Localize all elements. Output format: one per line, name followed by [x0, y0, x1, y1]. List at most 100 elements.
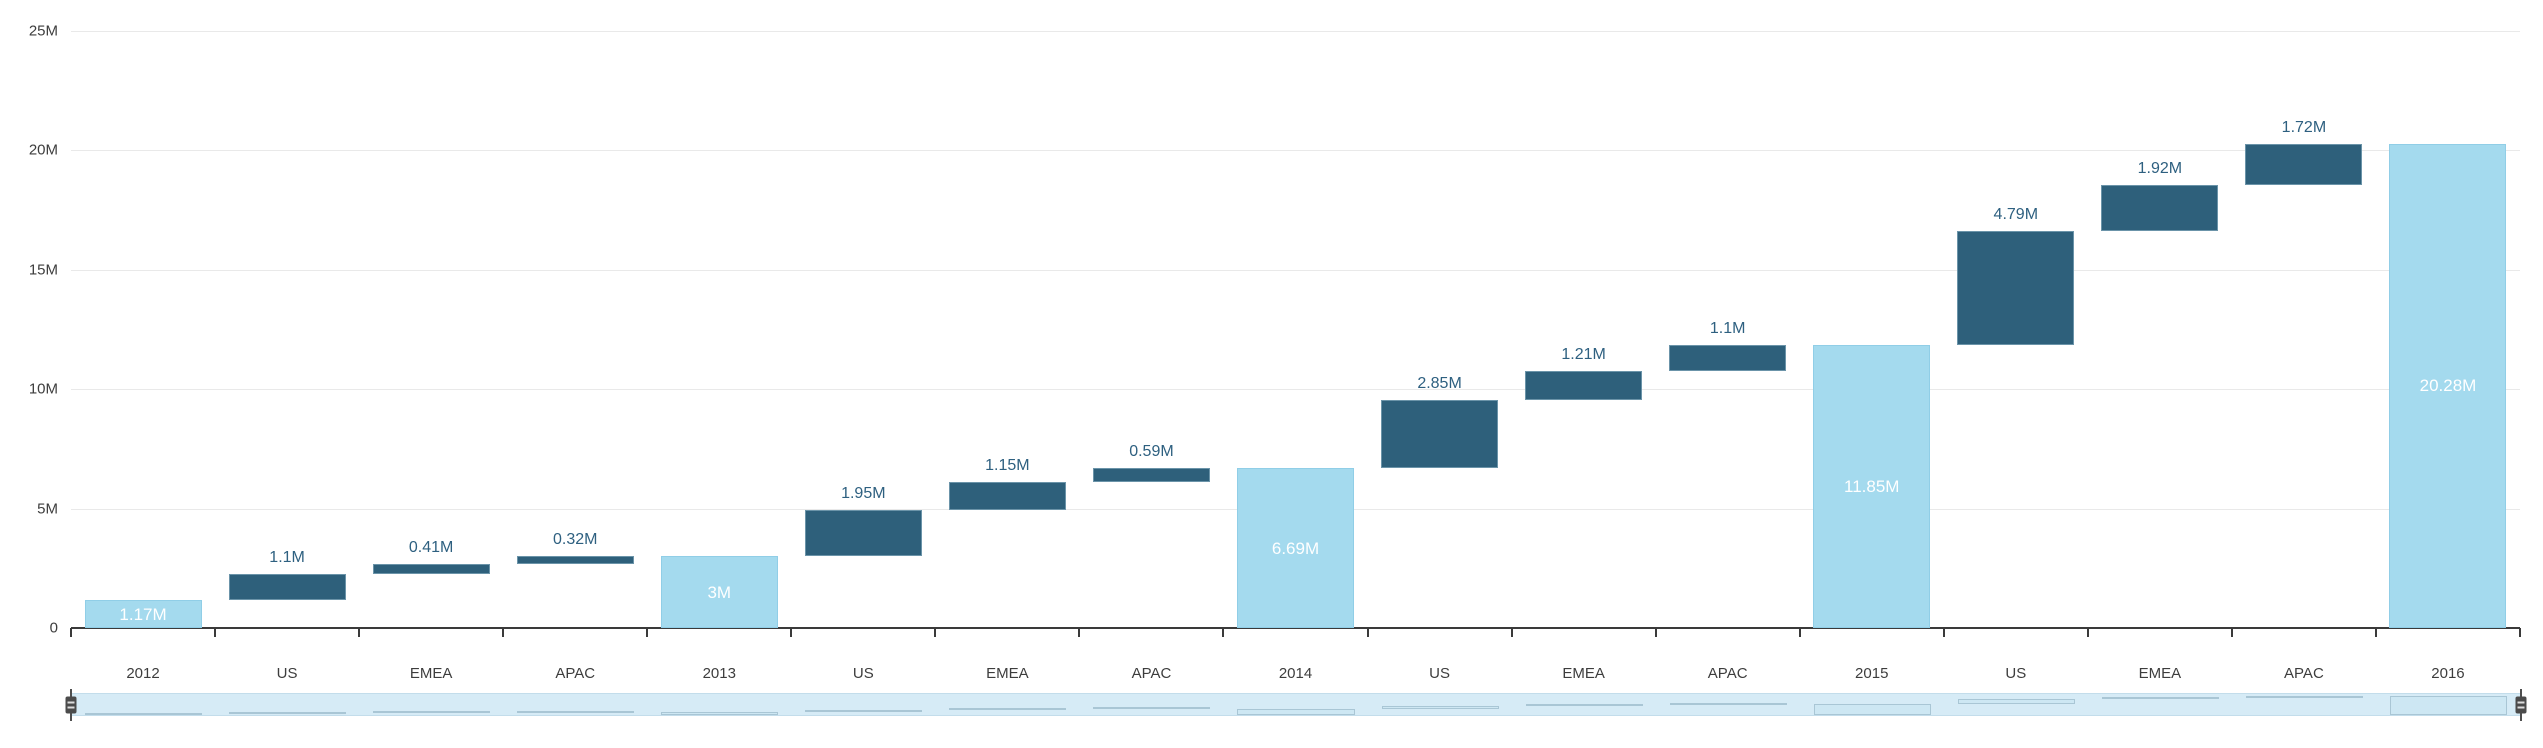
x-axis-tick: [646, 628, 649, 637]
scrollbar-preview-column: [2102, 697, 2220, 700]
scrollbar-preview-column: [1093, 707, 1211, 710]
scrollbar-preview-column: [1381, 706, 1499, 709]
x-axis-tick: [358, 628, 361, 637]
scrollbar-preview-column: [228, 711, 346, 714]
y-gridline: [71, 31, 2520, 32]
x-axis-tick: [1798, 628, 1801, 637]
scrollbar-preview-column: [661, 712, 779, 715]
value-label-above: 4.79M: [1993, 205, 2039, 223]
value-label-inside: 1.17M: [119, 604, 167, 624]
x-axis-category-label: 2014: [1278, 665, 1313, 682]
scrollbar-preview-column: [1237, 708, 1355, 715]
x-axis-tick: [1366, 628, 1369, 637]
y-axis-tick-label: 10M: [28, 380, 58, 398]
grip-icon[interactable]: [2515, 696, 2527, 713]
value-label-above: 1.92M: [2137, 159, 2183, 177]
x-axis-category-label: 2016: [2431, 665, 2465, 682]
x-axis-category-label: 2012: [126, 665, 160, 682]
x-axis-tick: [1654, 628, 1657, 637]
value-label-above: 0.59M: [1129, 443, 1174, 461]
value-label-above: 0.32M: [552, 531, 598, 549]
value-label-above: 1.21M: [1561, 346, 1606, 364]
column-2013-total[interactable]: 3M: [660, 556, 778, 628]
x-axis-tick: [934, 628, 937, 637]
column-EMEA-increment[interactable]: [372, 564, 490, 574]
value-label-inside: 6.69M: [1271, 538, 1320, 558]
value-label-above: 1.15M: [985, 457, 1030, 475]
x-axis-category-label: 2013: [702, 665, 736, 682]
scrollbar-left-grip[interactable]: [65, 688, 77, 721]
value-label-above: 1.95M: [841, 484, 886, 502]
x-axis-category-label: US: [852, 665, 874, 682]
y-axis-tick-label: 5M: [37, 500, 58, 518]
column-APAC-increment[interactable]: [1669, 345, 1787, 372]
x-axis-category-label: APAC: [555, 665, 596, 682]
x-axis-category-label: EMEA: [409, 665, 453, 682]
x-axis-category-label: EMEA: [1562, 665, 1605, 682]
scrollbar-preview-column: [805, 710, 923, 713]
y-axis-tick-label: 25M: [28, 22, 58, 40]
scrollbar-preview-column: [372, 710, 490, 713]
column-2012-total[interactable]: 1.17M: [84, 600, 202, 628]
value-label-above: 0.41M: [408, 539, 454, 556]
x-axis-tick: [502, 628, 505, 637]
y-axis-tick-label: 15M: [28, 261, 58, 279]
scrollbar-preview-column: [516, 710, 634, 713]
column-APAC-increment[interactable]: [516, 556, 634, 564]
value-label-above: 1.1M: [269, 548, 305, 566]
value-label-above: 1.72M: [2281, 118, 2327, 136]
value-label-above: 2.85M: [1417, 375, 1462, 393]
column-US-increment[interactable]: [228, 573, 346, 601]
x-axis-tick: [70, 628, 72, 637]
grip-icon[interactable]: [65, 696, 77, 713]
x-axis-scrollbar[interactable]: [65, 688, 2527, 721]
column-US-increment[interactable]: [804, 509, 922, 557]
column-APAC-increment[interactable]: [1092, 468, 1210, 483]
x-axis-category-label: US: [276, 665, 298, 682]
x-axis-category-label: US: [1429, 665, 1450, 682]
value-label-above: 1.1M: [1709, 320, 1746, 338]
column-2015-total[interactable]: 11.85M: [1813, 345, 1931, 628]
scrollbar-preview-column: [1958, 699, 2076, 704]
x-axis-tick: [1942, 628, 1945, 637]
column-EMEA-increment[interactable]: [948, 482, 1066, 510]
value-label-inside: 11.85M: [1844, 477, 1900, 496]
column-US-increment[interactable]: [1381, 400, 1499, 469]
x-axis-category-label: US: [2005, 665, 2027, 682]
scrollbar-preview-column: [1669, 702, 1787, 705]
value-label-inside: 3M: [707, 582, 732, 602]
value-label-inside: 20.28M: [2419, 376, 2477, 396]
x-axis-tick: [790, 628, 793, 637]
column-2014-total[interactable]: 6.69M: [1237, 468, 1354, 628]
scrollbar-preview-column: [2246, 695, 2364, 698]
x-axis-tick: [2374, 628, 2377, 637]
scrollbar-preview-column: [84, 713, 202, 715]
x-axis-tick: [214, 628, 217, 637]
scrollbar-preview-column: [1525, 704, 1643, 707]
x-axis-line: [71, 627, 2520, 629]
x-axis-tick: [1222, 628, 1225, 637]
x-axis-tick: [2230, 628, 2233, 637]
x-axis-category-label: APAC: [1131, 665, 1172, 682]
column-2016-total[interactable]: 20.28M: [2389, 143, 2507, 628]
column-EMEA-increment[interactable]: [1525, 371, 1643, 401]
column-APAC-increment[interactable]: [2245, 143, 2363, 185]
scrollbar-preview-column: [1813, 703, 1931, 715]
x-axis-category-label: APAC: [2284, 665, 2324, 682]
y-axis-tick-label: 20M: [28, 141, 58, 159]
x-axis-tick: [1510, 628, 1513, 637]
column-US-increment[interactable]: [1957, 230, 2075, 345]
scrollbar-preview-column: [949, 708, 1067, 711]
column-EMEA-increment[interactable]: [2101, 184, 2219, 231]
x-axis-category-label: 2015: [1855, 665, 1889, 682]
x-axis-category-label: EMEA: [986, 665, 1029, 682]
x-axis-tick: [2086, 628, 2089, 637]
x-axis-category-label: EMEA: [2138, 665, 2182, 682]
scrollbar-right-grip[interactable]: [2515, 688, 2527, 721]
y-axis-tick-label: 0: [49, 619, 58, 637]
x-axis-category-label: APAC: [1707, 665, 1748, 682]
y-gridline: [71, 269, 2520, 271]
x-axis-tick: [1078, 628, 1081, 637]
